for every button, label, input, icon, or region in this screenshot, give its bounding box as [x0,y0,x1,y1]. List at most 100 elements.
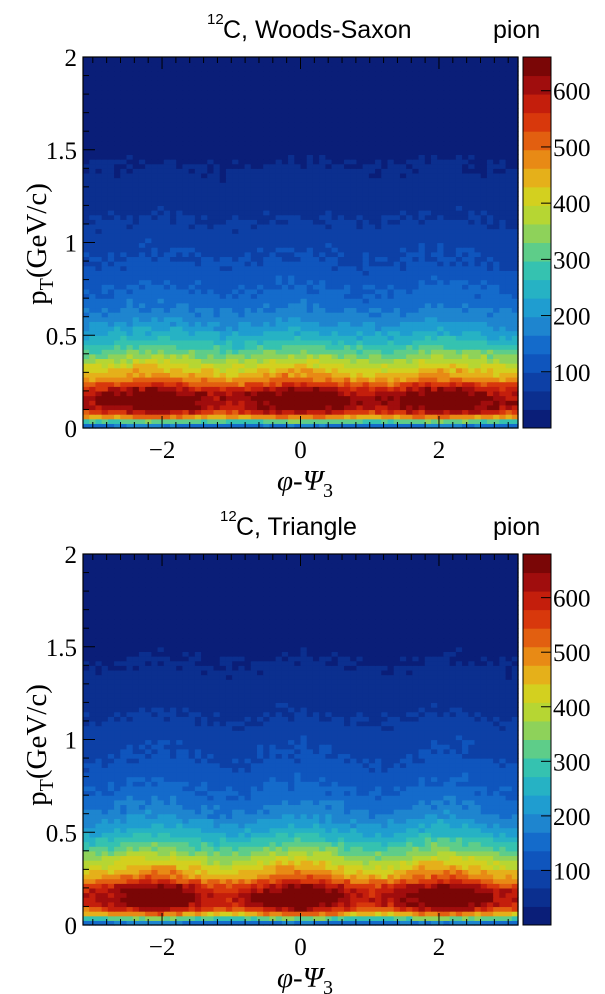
heatmap-cell [170,358,177,364]
heatmap-cell [114,233,121,239]
heatmap-cell [511,242,519,248]
heatmap-cell [250,140,258,146]
heatmap-cell [89,172,97,179]
heatmap-cell [443,205,451,211]
heatmap-cell [312,344,320,350]
heatmap-cell [325,284,333,290]
heatmap-cell [368,274,376,281]
heatmap-cell [120,112,128,118]
heatmap-cell [431,210,438,216]
heatmap-cell [300,316,308,322]
heatmap-cell [480,205,488,211]
heatmap-cell [95,214,103,220]
heatmap-cell [424,325,432,332]
heatmap-cell [511,103,519,109]
heatmap-cell [275,256,283,262]
heatmap-cell [138,349,146,355]
heatmap-cell [170,418,177,424]
heatmap-cell [238,247,246,253]
heatmap-cell [362,339,370,346]
heatmap-cell [238,135,246,142]
heatmap-cell [182,409,190,415]
heatmap-cell [350,163,358,169]
heatmap-cell [505,390,513,397]
heatmap-cell [356,423,364,429]
heatmap-cell [176,353,184,360]
heatmap-cell [306,145,314,151]
heatmap-cell [95,298,103,304]
heatmap-cell [312,339,320,346]
heatmap-cell [151,409,159,415]
heatmap-cell [213,163,221,169]
heatmap-cell [101,274,109,281]
heatmap-cell [145,293,152,299]
heatmap-cell [455,363,463,369]
heatmap-cell [207,219,215,225]
heatmap-cell [238,126,246,132]
heatmap-cell [462,145,469,151]
heatmap-cell [362,418,370,424]
heatmap-cell [288,381,295,387]
heatmap-cell [437,353,445,360]
heatmap-cell [511,163,519,169]
heatmap-cell [294,219,302,225]
heatmap-cell [480,131,488,137]
heatmap-cell [107,200,115,206]
heatmap-cell [83,339,90,346]
heatmap-cell [101,210,109,216]
heatmap-cell [344,293,351,299]
heatmap-cell [499,423,507,429]
heatmap-cell [412,298,420,304]
heatmap-cell [443,200,451,206]
heatmap-cell [418,335,426,341]
heatmap-cell [101,108,109,114]
heatmap-cell [294,177,302,183]
heatmap-cell [257,386,264,392]
heatmap-cell [176,135,184,142]
heatmap-cell [412,381,420,387]
heatmap-cell [493,404,500,411]
heatmap-cell [368,270,376,276]
heatmap-cell [225,316,233,322]
heatmap-cell [157,330,165,336]
heatmap-cell [225,135,233,142]
heatmap-cell [107,247,115,253]
heatmap-cell [126,288,134,295]
heatmap-cell [300,108,308,114]
heatmap-cell [213,131,221,137]
heatmap-cell [138,135,146,142]
heatmap-cell [281,182,289,188]
heatmap-cell [225,242,233,248]
heatmap-cell [207,214,215,220]
heatmap-cell [132,247,140,253]
heatmap-cell [157,228,165,234]
heatmap-cell [443,386,451,392]
heatmap-cell [132,177,140,183]
heatmap-cell [393,298,401,304]
heatmap-cell [449,108,457,114]
heatmap-cell [406,312,413,318]
heatmap-cell [393,140,401,146]
heatmap-cell [325,339,333,346]
heatmap-cell [132,251,140,258]
heatmap-cell [468,358,476,364]
heatmap-cell [331,182,339,188]
heatmap-cell [443,135,451,142]
heatmap-cell [238,321,246,327]
heatmap-cell [387,261,395,267]
heatmap-cell [157,409,165,415]
heatmap-cell [107,414,115,420]
heatmap-cell [176,251,184,258]
heatmap-cell [138,261,146,267]
heatmap-cell [424,126,432,132]
heatmap-cell [170,284,177,290]
heatmap-cell [238,325,246,332]
heatmap-cell [219,270,227,276]
heatmap-cell [120,191,128,197]
heatmap-cell [331,418,339,424]
heatmap-cell [170,108,177,114]
heatmap-cell [281,423,289,429]
heatmap-cell [462,261,469,267]
heatmap-cell [480,414,488,420]
heatmap-cell [362,349,370,355]
